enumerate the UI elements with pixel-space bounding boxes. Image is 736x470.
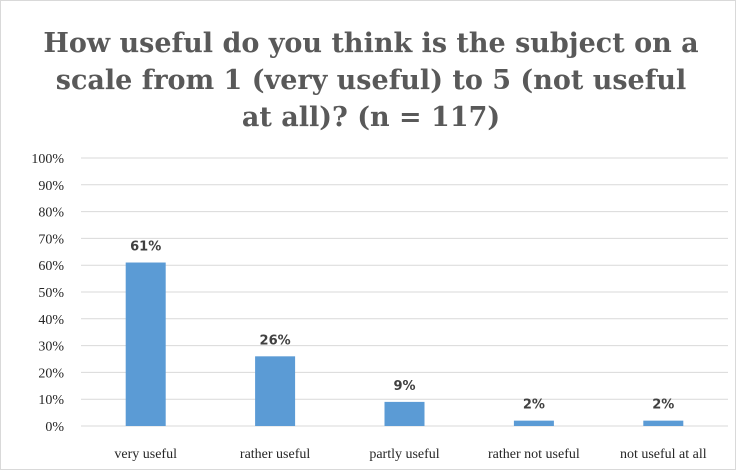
x-category-label: rather not useful <box>488 447 580 462</box>
data-label: 9% <box>393 379 415 394</box>
data-label: 2% <box>652 398 674 413</box>
y-tick-label: 20% <box>38 366 64 381</box>
data-labels: 61% 26% 9% 2% 2% <box>130 240 674 413</box>
gridlines <box>81 157 728 427</box>
y-tick-label: 50% <box>38 286 64 301</box>
y-tick-label: 10% <box>38 393 64 408</box>
data-label: 2% <box>523 398 545 413</box>
y-tick-label: 100% <box>31 152 64 167</box>
y-tick-label: 80% <box>38 206 64 221</box>
y-tick-label: 40% <box>38 313 64 328</box>
y-tick-label: 30% <box>38 340 64 355</box>
y-tick-label: 0% <box>45 420 64 435</box>
data-label: 61% <box>130 240 161 255</box>
x-category-label: not useful at all <box>620 447 707 462</box>
bar <box>384 401 425 426</box>
bar <box>255 356 296 426</box>
bar <box>125 262 166 426</box>
bar <box>513 420 554 426</box>
y-tick-label: 90% <box>38 179 64 194</box>
chart-title: How useful do you think is the subject o… <box>43 28 699 133</box>
y-tick-label: 70% <box>38 232 64 247</box>
data-label: 26% <box>260 333 291 348</box>
x-category-label: very useful <box>114 447 177 462</box>
x-category-label: rather useful <box>240 447 310 462</box>
x-category-label: partly useful <box>369 447 439 462</box>
x-axis-category-labels: very useful rather useful partly useful rat… <box>114 447 706 462</box>
y-axis-tick-labels: 0% 10% 20% 30% 40% 50% 60% 70% 80% 90% 100% <box>31 152 64 435</box>
bar <box>643 420 684 426</box>
bars <box>125 262 684 426</box>
y-tick-label: 60% <box>38 259 64 274</box>
